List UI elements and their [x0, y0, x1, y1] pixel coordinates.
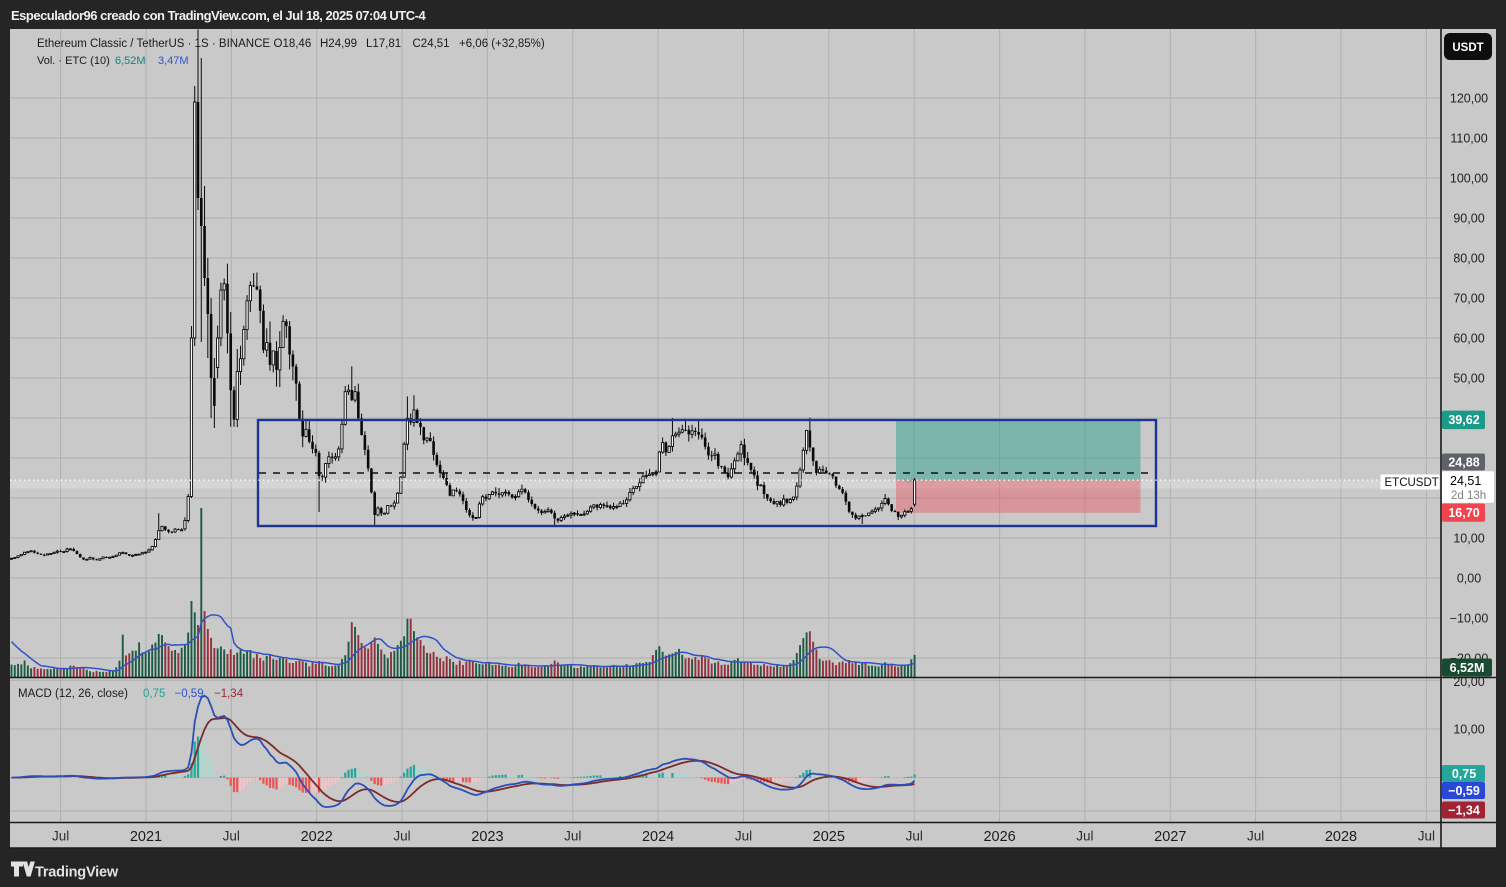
svg-text:110,00: 110,00 [1450, 131, 1487, 145]
svg-text:10,00: 10,00 [1453, 531, 1484, 545]
svg-text:TradingView: TradingView [35, 865, 119, 881]
svg-text:−10,00: −10,00 [1450, 611, 1489, 625]
svg-text:2028: 2028 [1325, 829, 1357, 845]
svg-text:2022: 2022 [301, 829, 333, 845]
svg-text:Jul: Jul [735, 829, 752, 844]
svg-text:0,75: 0,75 [1452, 767, 1476, 781]
svg-text:−1,34: −1,34 [1448, 803, 1480, 817]
svg-text:Jul: Jul [1076, 829, 1093, 844]
svg-text:Jul: Jul [564, 829, 581, 844]
svg-text:80,00: 80,00 [1453, 251, 1484, 265]
svg-text:Jul: Jul [1247, 829, 1264, 844]
svg-text:USDT: USDT [1452, 42, 1483, 54]
svg-text:Especulador96 creado con Tradi: Especulador96 creado con TradingView.com… [11, 8, 426, 23]
svg-text:2027: 2027 [1154, 829, 1186, 845]
svg-text:0,00: 0,00 [1457, 571, 1481, 585]
svg-text:ETCUSDT: ETCUSDT [1385, 477, 1439, 489]
svg-text:16,70: 16,70 [1448, 506, 1479, 520]
svg-text:24,88: 24,88 [1448, 455, 1479, 469]
svg-text:Jul: Jul [1418, 829, 1435, 844]
svg-text:24,51: 24,51 [1450, 474, 1481, 488]
svg-text:100,00: 100,00 [1450, 171, 1488, 185]
svg-text:Ethereum Classic / TetherUS ·: Ethereum Classic / TetherUS · 1S · BINAN… [37, 38, 545, 50]
svg-text:10,00: 10,00 [1453, 722, 1484, 736]
svg-text:2024: 2024 [642, 829, 674, 845]
svg-text:50,00: 50,00 [1453, 371, 1484, 385]
svg-text:2026: 2026 [983, 829, 1015, 845]
svg-text:120,00: 120,00 [1450, 91, 1488, 105]
svg-text:20,00: 20,00 [1453, 675, 1484, 689]
svg-text:70,00: 70,00 [1453, 291, 1484, 305]
svg-text:2021: 2021 [130, 829, 162, 845]
svg-text:MACD (12, 26, close)0,75−0,59−: MACD (12, 26, close) 0,75 −0,59 −1,34 [18, 688, 244, 700]
svg-text:2025: 2025 [813, 829, 845, 845]
svg-text:2023: 2023 [471, 829, 503, 845]
svg-text:Jul: Jul [52, 829, 69, 844]
svg-text:60,00: 60,00 [1453, 331, 1484, 345]
svg-text:Jul: Jul [393, 829, 410, 844]
svg-text:6,52M: 6,52M [1450, 661, 1485, 675]
svg-text:−0,59: −0,59 [1448, 784, 1480, 798]
svg-text:Jul: Jul [906, 829, 923, 844]
svg-text:Jul: Jul [223, 829, 240, 844]
svg-text:90,00: 90,00 [1453, 211, 1484, 225]
svg-text:39,62: 39,62 [1448, 413, 1479, 427]
svg-text:2d 13h: 2d 13h [1451, 490, 1486, 502]
